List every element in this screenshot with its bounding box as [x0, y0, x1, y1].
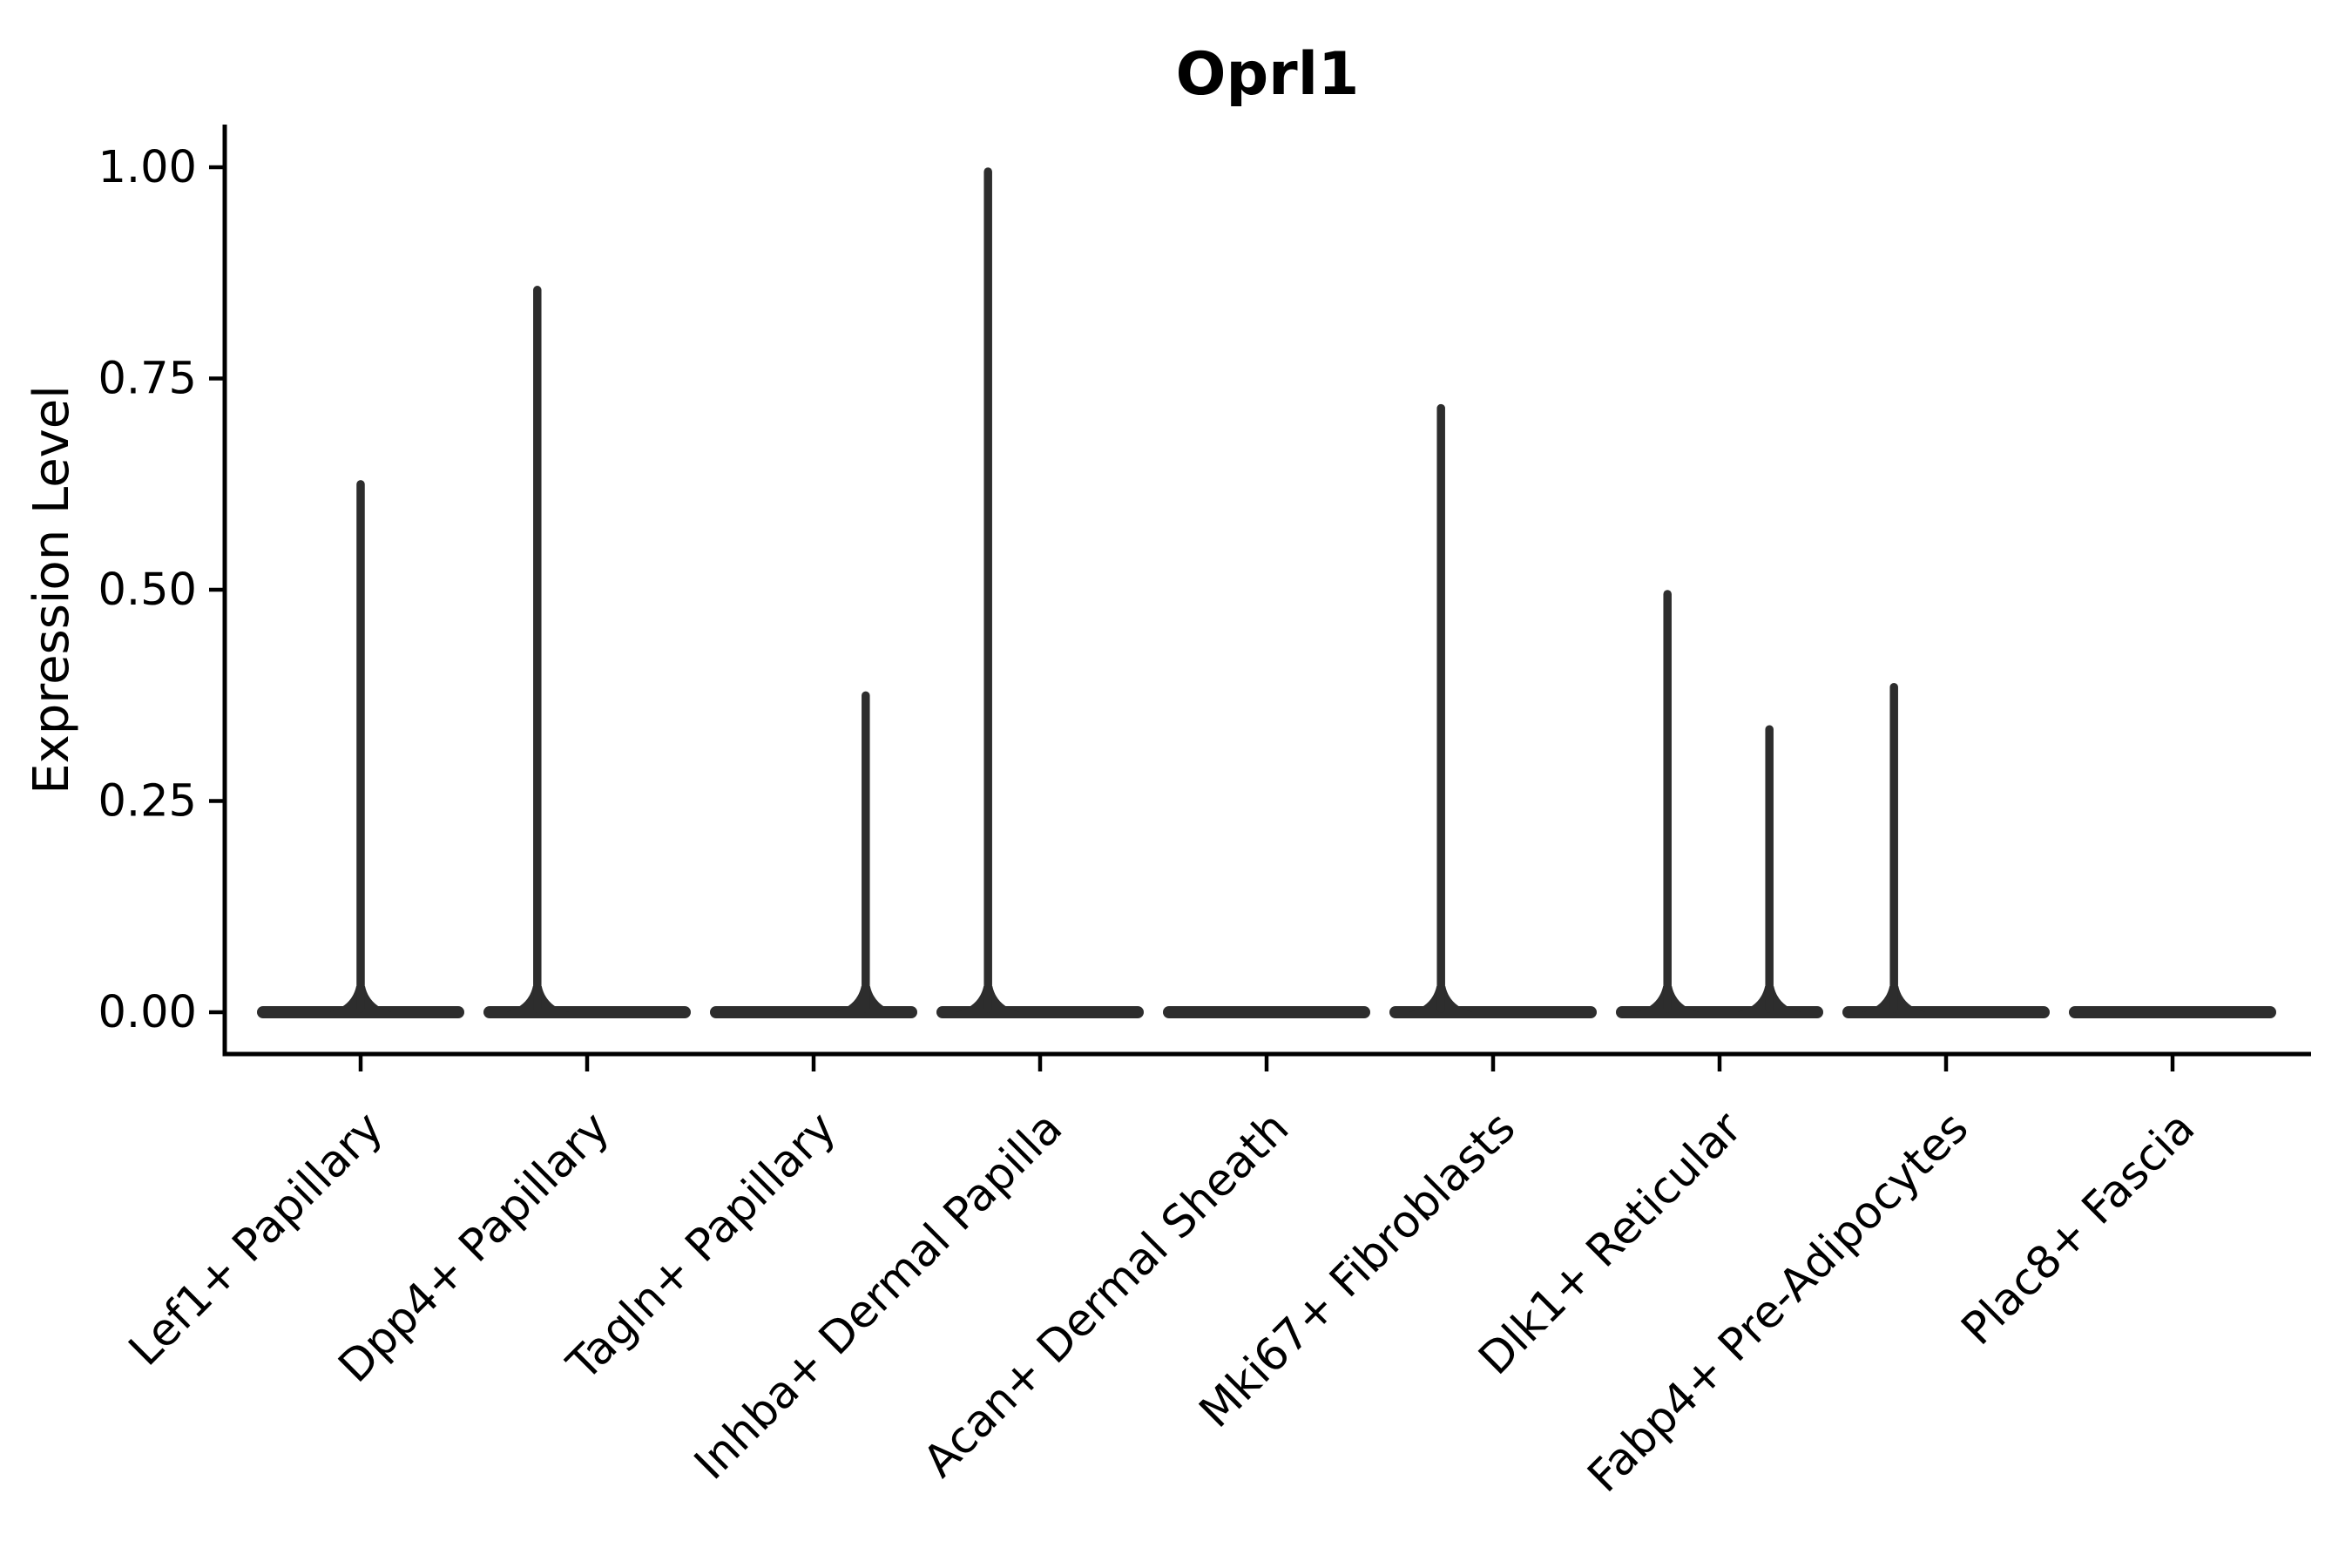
x-tick-label: Plac8+ Fascia: [1952, 1102, 2205, 1355]
x-axis-ticks: [358, 1054, 2175, 1071]
violin-6: [1389, 403, 1597, 1018]
x-tick-label: Acan+ Dermal Sheath: [914, 1102, 1299, 1487]
y-axis-ticks: 0.00 0.25 0.50 0.75 1.00: [98, 142, 225, 1038]
violin-9: [2069, 1006, 2276, 1018]
violin-5: [1163, 1006, 1370, 1018]
x-tick-label: Inhba+ Dermal Papilla: [685, 1102, 1072, 1490]
violin-base: [1163, 1006, 1370, 1018]
x-tick-label: Fabp4+ Pre-Adipocytes: [1578, 1102, 1978, 1502]
y-tick-label: 0.50: [98, 564, 197, 616]
y-tick-label: 0.25: [98, 776, 197, 828]
violin-2: [483, 286, 691, 1018]
y-tick-label: 0.00: [98, 987, 197, 1038]
violin-1: [257, 480, 464, 1018]
y-axis-label: Expression Level: [24, 385, 80, 794]
violins: [257, 167, 2276, 1018]
y-tick-label: 0.75: [98, 354, 197, 405]
y-tick-label: 1.00: [98, 142, 197, 193]
violin-base: [2069, 1006, 2276, 1018]
violin-3: [710, 691, 917, 1018]
violin-4: [936, 167, 1144, 1018]
chart-title: Oprl1: [1176, 40, 1360, 109]
violin-8: [1842, 682, 2050, 1018]
violin-7: [1616, 590, 1823, 1018]
